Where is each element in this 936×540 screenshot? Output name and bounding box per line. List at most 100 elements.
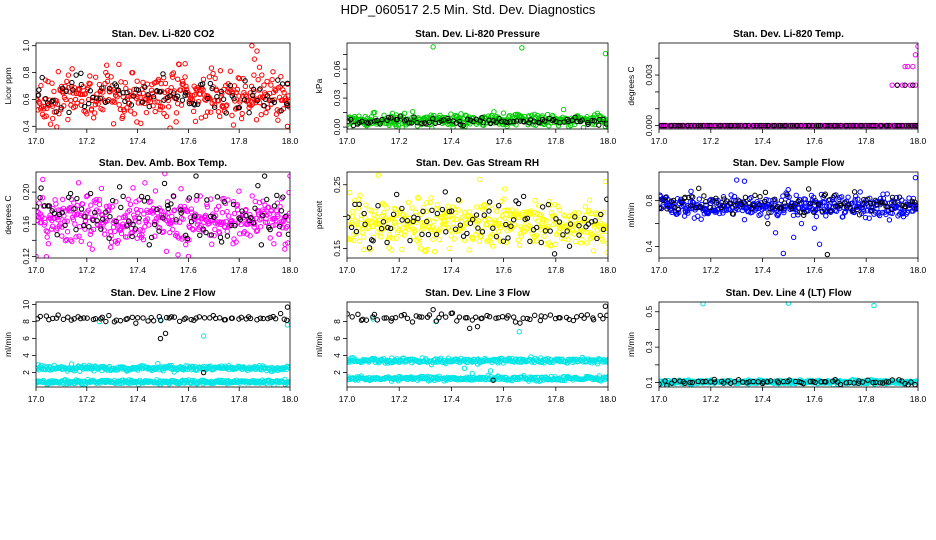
- series-low-band: [347, 361, 608, 384]
- data-point: [500, 222, 506, 229]
- data-point: [252, 198, 258, 205]
- data-point: [381, 210, 387, 216]
- data-point: [257, 224, 264, 230]
- data-point: [379, 116, 385, 123]
- data-point: [467, 220, 474, 226]
- data-point: [862, 214, 869, 221]
- data-point: [64, 78, 70, 85]
- data-point: [491, 109, 497, 115]
- plot-frame: [346, 301, 609, 388]
- data-point: [217, 113, 223, 120]
- data-point: [193, 173, 199, 179]
- data-point: [274, 192, 280, 199]
- x-tick-label: 17.0: [651, 265, 668, 275]
- data-point: [468, 215, 474, 221]
- data-point: [506, 217, 513, 223]
- data-point: [190, 363, 196, 370]
- data-point: [154, 206, 160, 213]
- data-point: [353, 228, 360, 235]
- data-point: [508, 223, 514, 229]
- points-layer: [659, 302, 918, 387]
- data-point: [38, 362, 44, 369]
- data-point: [884, 191, 890, 197]
- data-point: [118, 204, 124, 211]
- data-point: [122, 214, 129, 220]
- data-point: [401, 311, 407, 318]
- data-point: [96, 318, 103, 325]
- data-point: [426, 223, 432, 229]
- y-tick-label: 0.25: [332, 176, 342, 193]
- data-point: [168, 84, 174, 91]
- data-point: [420, 226, 426, 232]
- data-point: [60, 316, 67, 323]
- data-point: [600, 238, 606, 244]
- data-point: [517, 320, 523, 326]
- data-point: [533, 232, 540, 239]
- data-point: [212, 102, 218, 108]
- data-point: [347, 214, 351, 220]
- panel-title: Stan. Dev. Li-820 Pressure: [415, 29, 540, 40]
- data-point: [517, 118, 524, 124]
- data-point: [89, 246, 95, 252]
- data-point: [110, 121, 117, 127]
- data-point: [251, 56, 258, 62]
- data-point: [394, 116, 401, 123]
- data-point: [348, 116, 354, 123]
- data-point: [433, 231, 440, 238]
- data-point: [214, 94, 220, 100]
- data-point: [210, 70, 216, 77]
- data-point: [147, 198, 154, 205]
- data-point: [122, 98, 128, 104]
- data-point: [703, 202, 709, 208]
- data-point: [519, 210, 526, 216]
- data-point: [481, 201, 488, 208]
- data-point: [662, 194, 669, 201]
- y-tick-label: 0.06: [332, 61, 342, 78]
- data-point: [405, 199, 412, 206]
- data-point: [228, 222, 234, 229]
- data-point: [134, 78, 140, 84]
- data-point: [442, 189, 448, 195]
- data-point: [486, 313, 493, 320]
- data-point: [559, 235, 565, 241]
- data-point: [660, 122, 667, 129]
- data-point: [53, 201, 59, 207]
- data-point: [433, 318, 440, 324]
- data-point: [503, 240, 510, 246]
- x-tick-label: 18.0: [282, 136, 299, 146]
- data-point: [600, 226, 607, 233]
- data-point: [430, 236, 436, 242]
- data-point: [502, 186, 508, 192]
- data-point: [267, 226, 273, 233]
- data-point: [252, 205, 258, 211]
- data-point: [889, 194, 896, 201]
- data-point: [178, 210, 184, 216]
- data-point: [124, 315, 130, 322]
- data-point: [43, 254, 50, 258]
- data-point: [195, 219, 201, 225]
- points-layer: [347, 172, 608, 257]
- data-point: [762, 189, 769, 195]
- data-point: [486, 199, 493, 205]
- data-point: [152, 108, 158, 115]
- data-point: [169, 74, 176, 80]
- data-point: [36, 87, 42, 93]
- data-point: [199, 81, 206, 87]
- data-point: [238, 115, 245, 122]
- data-point: [219, 209, 225, 216]
- data-point: [48, 226, 55, 232]
- data-point: [87, 190, 94, 197]
- data-point: [51, 88, 57, 95]
- data-point: [784, 191, 790, 198]
- data-point: [811, 199, 817, 205]
- y-tick-label: 0.003: [644, 64, 654, 86]
- data-point: [242, 78, 248, 84]
- data-point: [163, 113, 170, 120]
- data-point: [370, 238, 376, 244]
- data-point: [272, 316, 279, 322]
- data-point: [556, 207, 563, 213]
- data-point: [772, 230, 779, 236]
- data-point: [281, 89, 287, 96]
- data-point: [664, 206, 670, 212]
- data-point: [47, 212, 53, 219]
